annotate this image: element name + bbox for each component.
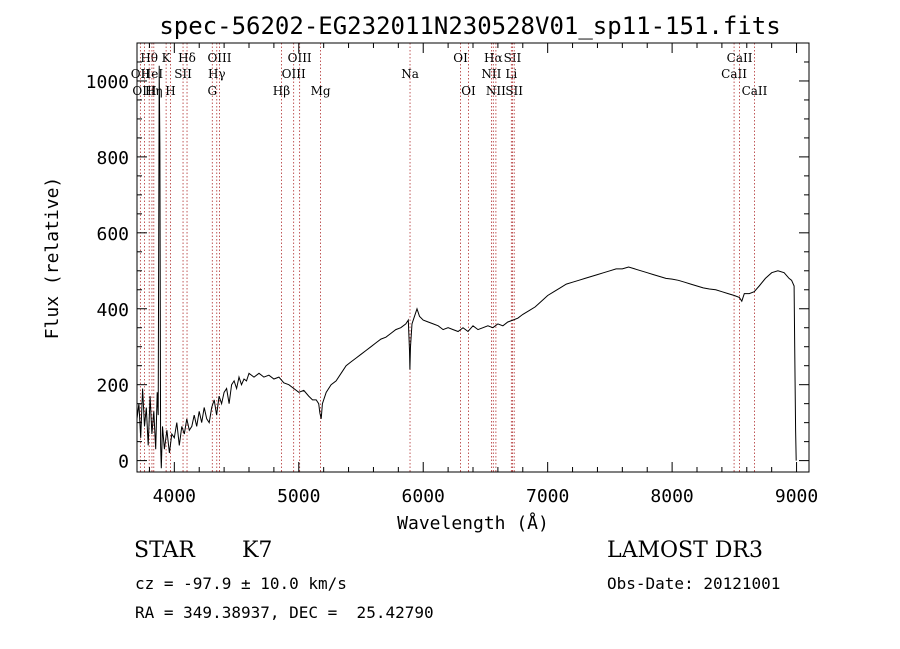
line-marker-label: Hη xyxy=(145,84,163,98)
line-marker-label: Na xyxy=(401,67,419,81)
line-marker-label: OIII xyxy=(282,67,306,81)
redshift-text: cz = -97.9 ± 10.0 km/s xyxy=(135,574,347,593)
line-marker-label: OI xyxy=(461,84,476,98)
x-tick-label: 4000 xyxy=(153,486,196,507)
line-marker-label: CaII xyxy=(721,67,747,81)
survey-name: LAMOST DR3 xyxy=(607,538,763,563)
axis-ticks: 4000 5000 6000 7000 8000 9000 0 200 400 600 800 100… xyxy=(86,43,818,507)
line-marker-label: NII xyxy=(486,84,506,98)
x-tick-label: 5000 xyxy=(277,486,320,507)
line-marker-label: OIII xyxy=(132,84,156,98)
line-marker-label: CaII xyxy=(727,51,753,65)
line-marker-label: OII xyxy=(131,67,151,81)
line-marker-label: K xyxy=(162,51,172,65)
spectrum-series-line xyxy=(136,65,797,469)
line-marker-label: G xyxy=(207,84,217,98)
object-subclass: K7 xyxy=(242,538,273,563)
line-marker-label: OIII xyxy=(207,51,231,65)
x-tick-label: 7000 xyxy=(526,486,569,507)
line-marker-label: SII xyxy=(174,67,192,81)
x-axis-label: Wavelength (Å) xyxy=(397,512,549,534)
chart-title: spec-56202-EG232011N230528V01_sp11-151.f… xyxy=(159,12,780,40)
y-tick-label: 0 xyxy=(118,452,129,473)
line-marker-label: Hγ xyxy=(208,67,226,81)
x-tick-label: 6000 xyxy=(402,486,445,507)
line-marker-label: OI xyxy=(453,51,468,65)
line-marker-label: Hδ xyxy=(178,51,196,65)
x-tick-label: 8000 xyxy=(650,486,693,507)
line-marker-label: H xyxy=(165,84,175,98)
y-tick-label: 200 xyxy=(96,376,129,397)
line-marker-label: Mg xyxy=(311,84,331,98)
obs-date-text: Obs-Date: 20121001 xyxy=(607,574,781,593)
plot-frame xyxy=(136,42,810,473)
y-tick-label: 400 xyxy=(96,300,129,321)
y-tick-label: 1000 xyxy=(86,72,129,93)
object-class: STAR xyxy=(134,538,195,563)
y-tick-label: 800 xyxy=(96,148,129,169)
line-marker-label: SII xyxy=(505,84,523,98)
coordinates-text: RA = 349.38937, DEC = 25.42790 xyxy=(135,603,434,622)
line-marker-label: Hβ xyxy=(273,84,290,98)
line-marker-label: SII xyxy=(504,51,522,65)
y-tick-label: 600 xyxy=(96,224,129,245)
x-tick-label: 9000 xyxy=(775,486,818,507)
line-marker-label: CaII xyxy=(742,84,768,98)
line-marker-label: HeI xyxy=(141,67,164,81)
y-axis-label: Flux (relative) xyxy=(42,177,63,340)
line-marker-label: Li xyxy=(505,67,517,81)
line-marker-label: NII xyxy=(481,67,501,81)
line-marker-label: Hθ xyxy=(140,51,158,65)
line-marker-label: Hα xyxy=(484,51,503,65)
line-marker-label: OIII xyxy=(288,51,312,65)
